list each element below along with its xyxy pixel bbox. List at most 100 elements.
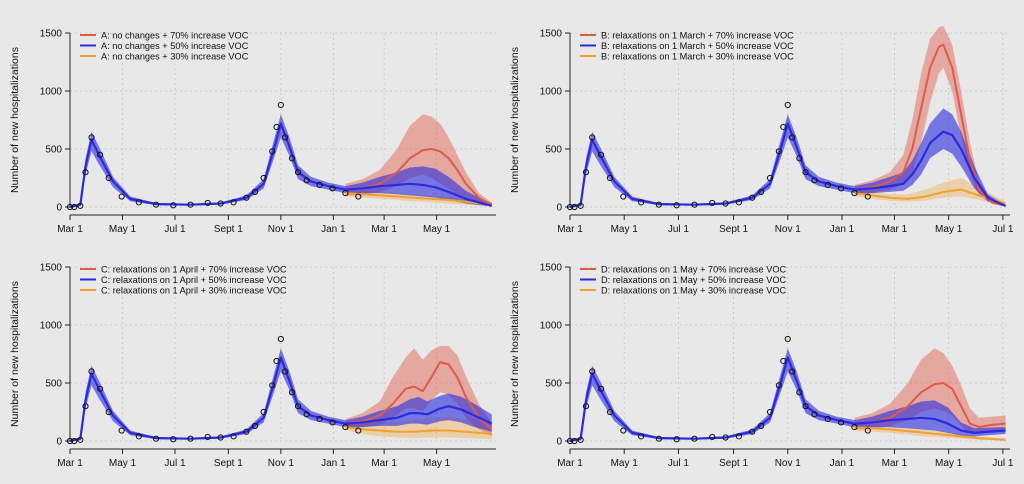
observed-point xyxy=(735,433,742,440)
x-tick-label: May 1 xyxy=(423,458,451,469)
legend-label-blue: A: no changes + 50% increase VOC xyxy=(101,41,249,51)
legend-label-orange: C: relaxations on 1 April + 30% increase… xyxy=(101,286,287,296)
observed-point xyxy=(571,203,578,211)
x-tick-label: Mar 1 xyxy=(882,224,908,235)
observed-point xyxy=(811,177,818,184)
observed-point xyxy=(273,123,280,131)
legend: C: relaxations on 1 April + 70% increase… xyxy=(80,265,287,296)
observed-point xyxy=(294,403,302,410)
observed-point xyxy=(355,193,362,200)
observed-point xyxy=(187,435,194,442)
observed-point xyxy=(811,411,818,418)
observed-point xyxy=(316,415,323,423)
observed-point xyxy=(316,181,323,189)
observed-point xyxy=(638,433,645,440)
x-tick-label: May 1 xyxy=(423,224,451,235)
observed-point xyxy=(342,423,349,431)
observed-point xyxy=(251,422,259,430)
observed-point xyxy=(571,437,578,445)
y-tick-label: 1500 xyxy=(540,263,563,274)
observed-point xyxy=(204,199,211,207)
legend-label-orange: B: relaxations on 1 March + 30% increase… xyxy=(601,52,794,62)
panel-c: 0 500 1000 1500 Mar 1 May 1 Jul 1 Sept 1 Nov 1 Ja… xyxy=(9,263,496,469)
observed-point xyxy=(97,385,104,392)
observed-point xyxy=(709,199,716,207)
x-tick-label: Sept 1 xyxy=(214,224,243,235)
observed-point xyxy=(118,193,125,200)
observed-point xyxy=(566,437,574,445)
observed-point xyxy=(566,203,574,211)
x-tick-label: Mar 1 xyxy=(557,224,583,235)
legend-label-blue: C: relaxations on 1 April + 50% increase… xyxy=(101,275,287,285)
observed-point xyxy=(288,389,296,396)
observed-point xyxy=(673,202,680,209)
observed-point xyxy=(620,193,627,200)
observed-point xyxy=(217,434,224,441)
legend-label-red: C: relaxations on 1 April + 70% increase… xyxy=(101,265,287,275)
observed-point xyxy=(582,169,590,176)
observed-point xyxy=(766,174,774,182)
legend: B: relaxations on 1 March + 70% increase… xyxy=(580,31,794,62)
x-tick-label: Jul 1 xyxy=(164,458,186,469)
observed-point xyxy=(282,134,289,141)
series-blue-line xyxy=(569,122,1007,209)
series-orange-line xyxy=(345,426,492,436)
observed-point xyxy=(775,382,782,389)
observed-point xyxy=(655,435,662,442)
observed-point xyxy=(638,199,645,206)
y-tick-label: 500 xyxy=(45,379,62,390)
observed-point xyxy=(620,427,627,434)
observed-point xyxy=(88,368,95,375)
observed-point xyxy=(251,188,259,196)
series-red-line xyxy=(854,382,1006,429)
observed-point xyxy=(170,436,177,443)
y-tick-label: 0 xyxy=(556,437,562,448)
observed-point xyxy=(824,415,831,423)
observed-point xyxy=(784,335,791,343)
observed-point xyxy=(269,148,276,155)
observed-point xyxy=(796,389,803,396)
observed-point xyxy=(598,151,605,158)
observed-point xyxy=(691,435,698,442)
observed-point xyxy=(118,427,125,434)
observed-point xyxy=(722,434,729,441)
x-tick-label: Jul 1 xyxy=(164,224,186,235)
x-tick-label: Jul 1 xyxy=(992,224,1014,235)
series-blue-band xyxy=(570,348,1006,441)
x-tick-label: May 1 xyxy=(109,458,137,469)
observed-point xyxy=(77,202,84,209)
y-tick-label: 1500 xyxy=(40,29,63,40)
y-tick-label: 1000 xyxy=(540,321,563,332)
observed-point xyxy=(260,174,267,182)
y-tick-label: 500 xyxy=(45,145,62,156)
observed-point xyxy=(838,185,845,192)
series-red-band xyxy=(854,26,1006,207)
observed-point xyxy=(82,169,89,176)
observed-point xyxy=(355,427,362,434)
observed-point xyxy=(789,368,796,375)
observed-point xyxy=(152,201,160,208)
series-orange-line xyxy=(345,192,492,206)
observed-point xyxy=(606,174,614,182)
observed-point xyxy=(277,335,284,343)
observed-points xyxy=(66,101,362,211)
y-axis-label: Number of new hospitalizations xyxy=(509,47,521,193)
y-tick-label: 0 xyxy=(56,203,62,214)
observed-point xyxy=(589,134,596,141)
observed-point xyxy=(735,199,742,206)
x-tick-label: Mar 1 xyxy=(57,458,83,469)
x-tick-label: Mar 1 xyxy=(371,224,397,235)
observed-point xyxy=(77,436,84,443)
series-red-line xyxy=(345,361,493,431)
observed-point xyxy=(135,433,142,440)
observed-point xyxy=(243,428,250,435)
panel-d: 0 500 1000 1500 Mar 1 May 1 Jul 1 Sept 1 Nov 1 Ja… xyxy=(509,263,1014,470)
x-tick-label: Sept 1 xyxy=(719,224,748,235)
legend-label-red: B: relaxations on 1 March + 70% increase… xyxy=(601,31,794,41)
grid xyxy=(69,266,496,442)
observed-point xyxy=(342,189,349,197)
observed-point xyxy=(606,408,614,416)
legend-label-blue: B: relaxations on 1 March + 50% increase… xyxy=(601,41,794,51)
observed-point xyxy=(673,436,680,443)
